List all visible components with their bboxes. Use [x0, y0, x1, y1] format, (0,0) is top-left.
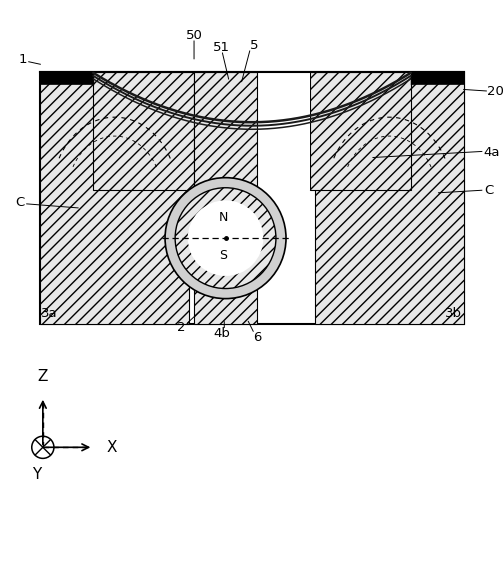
Bar: [315, 72, 464, 324]
Text: 3b: 3b: [445, 307, 462, 320]
Circle shape: [165, 177, 286, 299]
Text: 50: 50: [185, 29, 203, 42]
Circle shape: [175, 188, 276, 289]
Text: 51: 51: [213, 41, 230, 54]
Text: C: C: [484, 184, 493, 197]
Circle shape: [32, 436, 54, 458]
Text: 2: 2: [177, 321, 185, 334]
Bar: [40, 72, 464, 324]
Text: 6: 6: [253, 331, 261, 344]
Text: X: X: [107, 440, 117, 455]
Text: 4a: 4a: [484, 146, 500, 159]
Text: Z: Z: [38, 369, 48, 384]
Text: 3a: 3a: [41, 307, 57, 320]
Bar: [40, 72, 189, 324]
Text: 1: 1: [19, 53, 27, 66]
Polygon shape: [310, 72, 411, 191]
Text: C: C: [15, 196, 24, 209]
Text: 4b: 4b: [213, 327, 230, 340]
Text: N: N: [218, 211, 228, 224]
Text: 20A: 20A: [487, 86, 504, 99]
Bar: [411, 72, 464, 84]
Bar: [194, 72, 257, 191]
Text: Y: Y: [32, 467, 41, 483]
Polygon shape: [93, 72, 194, 191]
Bar: [194, 246, 257, 324]
Bar: [40, 72, 93, 84]
Text: 5: 5: [250, 39, 259, 52]
Circle shape: [187, 200, 263, 276]
Polygon shape: [194, 72, 310, 191]
Text: S: S: [219, 249, 227, 261]
